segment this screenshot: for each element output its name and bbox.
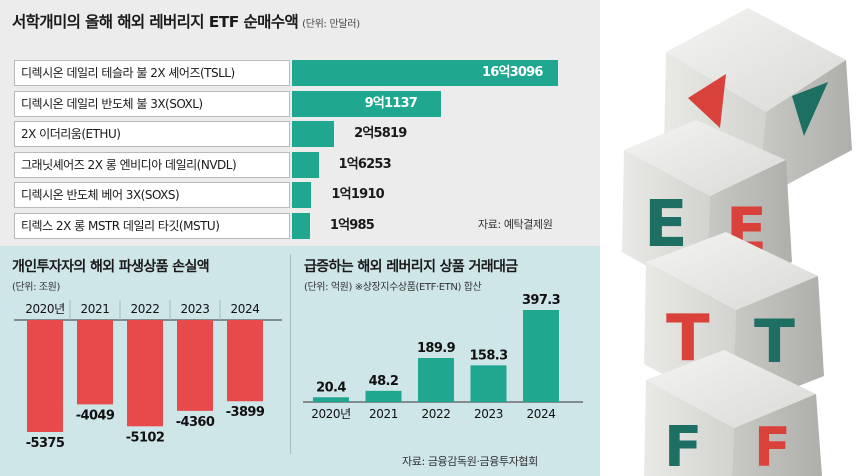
- etf-dice-illustration: E E T T F F: [606, 0, 860, 476]
- volume-bar: [470, 365, 507, 402]
- loss-bar-chart: 2020년 -5375 2021 -4049 2022 -5102 2023 -4360 202…: [14, 300, 282, 451]
- bar-category-label: 티렉스 2X 롱 MSTR 데일리 타깃(MSTU): [14, 213, 290, 239]
- x-tick-label: 2022: [422, 407, 451, 421]
- top-chart-source: 자료: 예탁결제원: [478, 218, 553, 231]
- loss-bar: [177, 320, 213, 411]
- bar-category-label: 디렉시온 반도체 베어 3X(SOXS): [14, 182, 290, 209]
- bar-value-label: 158.3: [469, 348, 508, 363]
- bar-value-label: 397.3: [522, 293, 561, 308]
- volume-chart-title: 급증하는 해외 레버리지 상품 거래대금: [304, 259, 518, 275]
- x-tick-label: 2024: [527, 407, 556, 421]
- arrow-down-icon: [792, 82, 828, 136]
- volume-bar: [313, 397, 349, 402]
- bar-value-label: -3899: [226, 405, 265, 420]
- volume-bar-chart: 20.4 2020년 48.2 2021 189.9 2022 158.3 2023 397.3…: [303, 293, 583, 421]
- x-tick-label: 2021: [369, 407, 398, 421]
- x-tick-label: 2023: [181, 302, 210, 316]
- panel-divider: [290, 254, 291, 454]
- volume-bar: [365, 390, 402, 402]
- bar-value-label: 48.2: [369, 374, 399, 389]
- volume-bar: [523, 310, 559, 402]
- horizontal-bar: [292, 90, 441, 117]
- horizontal-bar: [292, 60, 558, 86]
- bar-value-label: -5102: [126, 430, 165, 445]
- bar-value-label: 9억1137: [364, 95, 418, 111]
- bar-value-label: 2억5819: [354, 126, 407, 142]
- etf-net-buying-panel: 서학개미의 올해 해외 레버리지 ETF 순매수액 (단위: 만달러) 디렉시온 …: [0, 0, 600, 246]
- loss-bar: [127, 320, 163, 427]
- x-tick-label: 2024: [231, 302, 260, 316]
- bar-value-label: 1억1910: [331, 187, 384, 203]
- bar-value-label: 1억985: [329, 218, 375, 233]
- loss-chart-title: 개인투자자의 해외 파생상품 손실액: [12, 259, 210, 275]
- top-chart-unit: (단위: 만달러): [302, 19, 360, 30]
- letter-t-icon: T: [754, 307, 795, 377]
- bar-value-label: 20.4: [316, 380, 346, 395]
- bar-value-label: -4049: [76, 408, 115, 423]
- x-tick-label: 2020년: [311, 407, 351, 421]
- horizontal-bar: [292, 182, 312, 209]
- bar-category-label: 2X 이더리움(ETHU): [14, 121, 290, 148]
- x-tick-label: 2021: [81, 302, 110, 316]
- x-tick-label: 2023: [474, 407, 503, 421]
- loss-bar: [227, 320, 263, 402]
- volume-chart-source: 자료: 금융감독원·금융투자협회: [402, 455, 538, 468]
- bar-value-label: 16억3096: [482, 65, 543, 80]
- horizontal-bar: [292, 213, 310, 239]
- x-tick-label: 2020년: [25, 302, 65, 316]
- cube-bottom: F F: [644, 350, 822, 476]
- bar-value-label: -4360: [176, 415, 215, 430]
- bar-value-label: -5375: [26, 436, 65, 451]
- loss-bar: [27, 320, 63, 432]
- bar-value-label: 1억6253: [338, 156, 392, 172]
- x-tick-label: 2022: [131, 302, 160, 316]
- loss-bar: [77, 320, 113, 405]
- volume-chart-unit: (단위: 억원) ※상장지수상품(ETF·ETN) 합산: [304, 282, 482, 293]
- loss-chart-unit: (단위: 조원): [12, 282, 60, 293]
- top-chart-title: 서학개미의 올해 해외 레버리지 ETF 순매수액 (단위: 만달러): [12, 13, 360, 31]
- letter-f-icon: F: [754, 416, 791, 476]
- arrow-up-icon: [688, 74, 726, 128]
- letter-f-icon: F: [664, 415, 702, 476]
- bar-value-label: 189.9: [417, 341, 456, 356]
- horizontal-bar: [292, 151, 319, 178]
- bar-category-label: 디렉시온 데일리 반도체 불 3X(SOXL): [14, 90, 290, 117]
- horizontal-bar: [292, 121, 335, 148]
- bar-category-label: 디렉시온 데일리 테슬라 불 2X 셰어즈(TSLL): [14, 60, 290, 86]
- bar-category-label: 그래닛셰어즈 2X 롱 엔비디아 데일리(NVDL): [14, 151, 290, 178]
- volume-bar: [418, 358, 454, 402]
